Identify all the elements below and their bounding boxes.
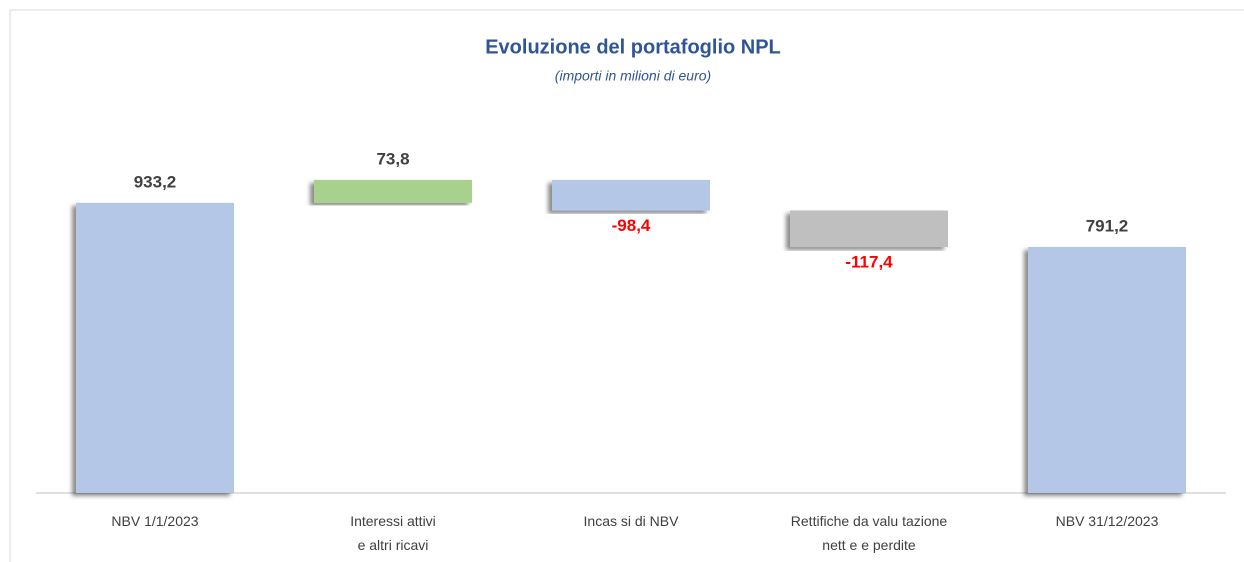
bar <box>552 179 710 211</box>
x-tick-label: Rettifiche da valu tazione nett e e perd… <box>790 513 948 553</box>
bar <box>314 179 472 203</box>
bar <box>76 202 234 494</box>
x-tick-label: Interessi attivi e altri ricavi <box>350 513 436 553</box>
data-label: -98,4 <box>612 216 651 235</box>
x-tick-label: NBV 1/1/2023 <box>111 513 199 529</box>
data-label: 933,2 <box>134 172 177 191</box>
bar <box>1028 247 1186 493</box>
bar <box>790 210 948 248</box>
data-label: 73,8 <box>376 149 409 168</box>
chart-subtitle: (importi in milioni di euro) <box>555 68 711 84</box>
data-label: -117,4 <box>845 252 893 271</box>
data-label: 791,2 <box>1086 216 1129 235</box>
x-tick-label: NBV 31/12/2023 <box>1055 513 1159 529</box>
x-tick-label: Incas si di NBV <box>583 513 679 529</box>
frame <box>9 9 1244 562</box>
chart-title: Evoluzione del portafoglio NPL <box>485 36 781 58</box>
